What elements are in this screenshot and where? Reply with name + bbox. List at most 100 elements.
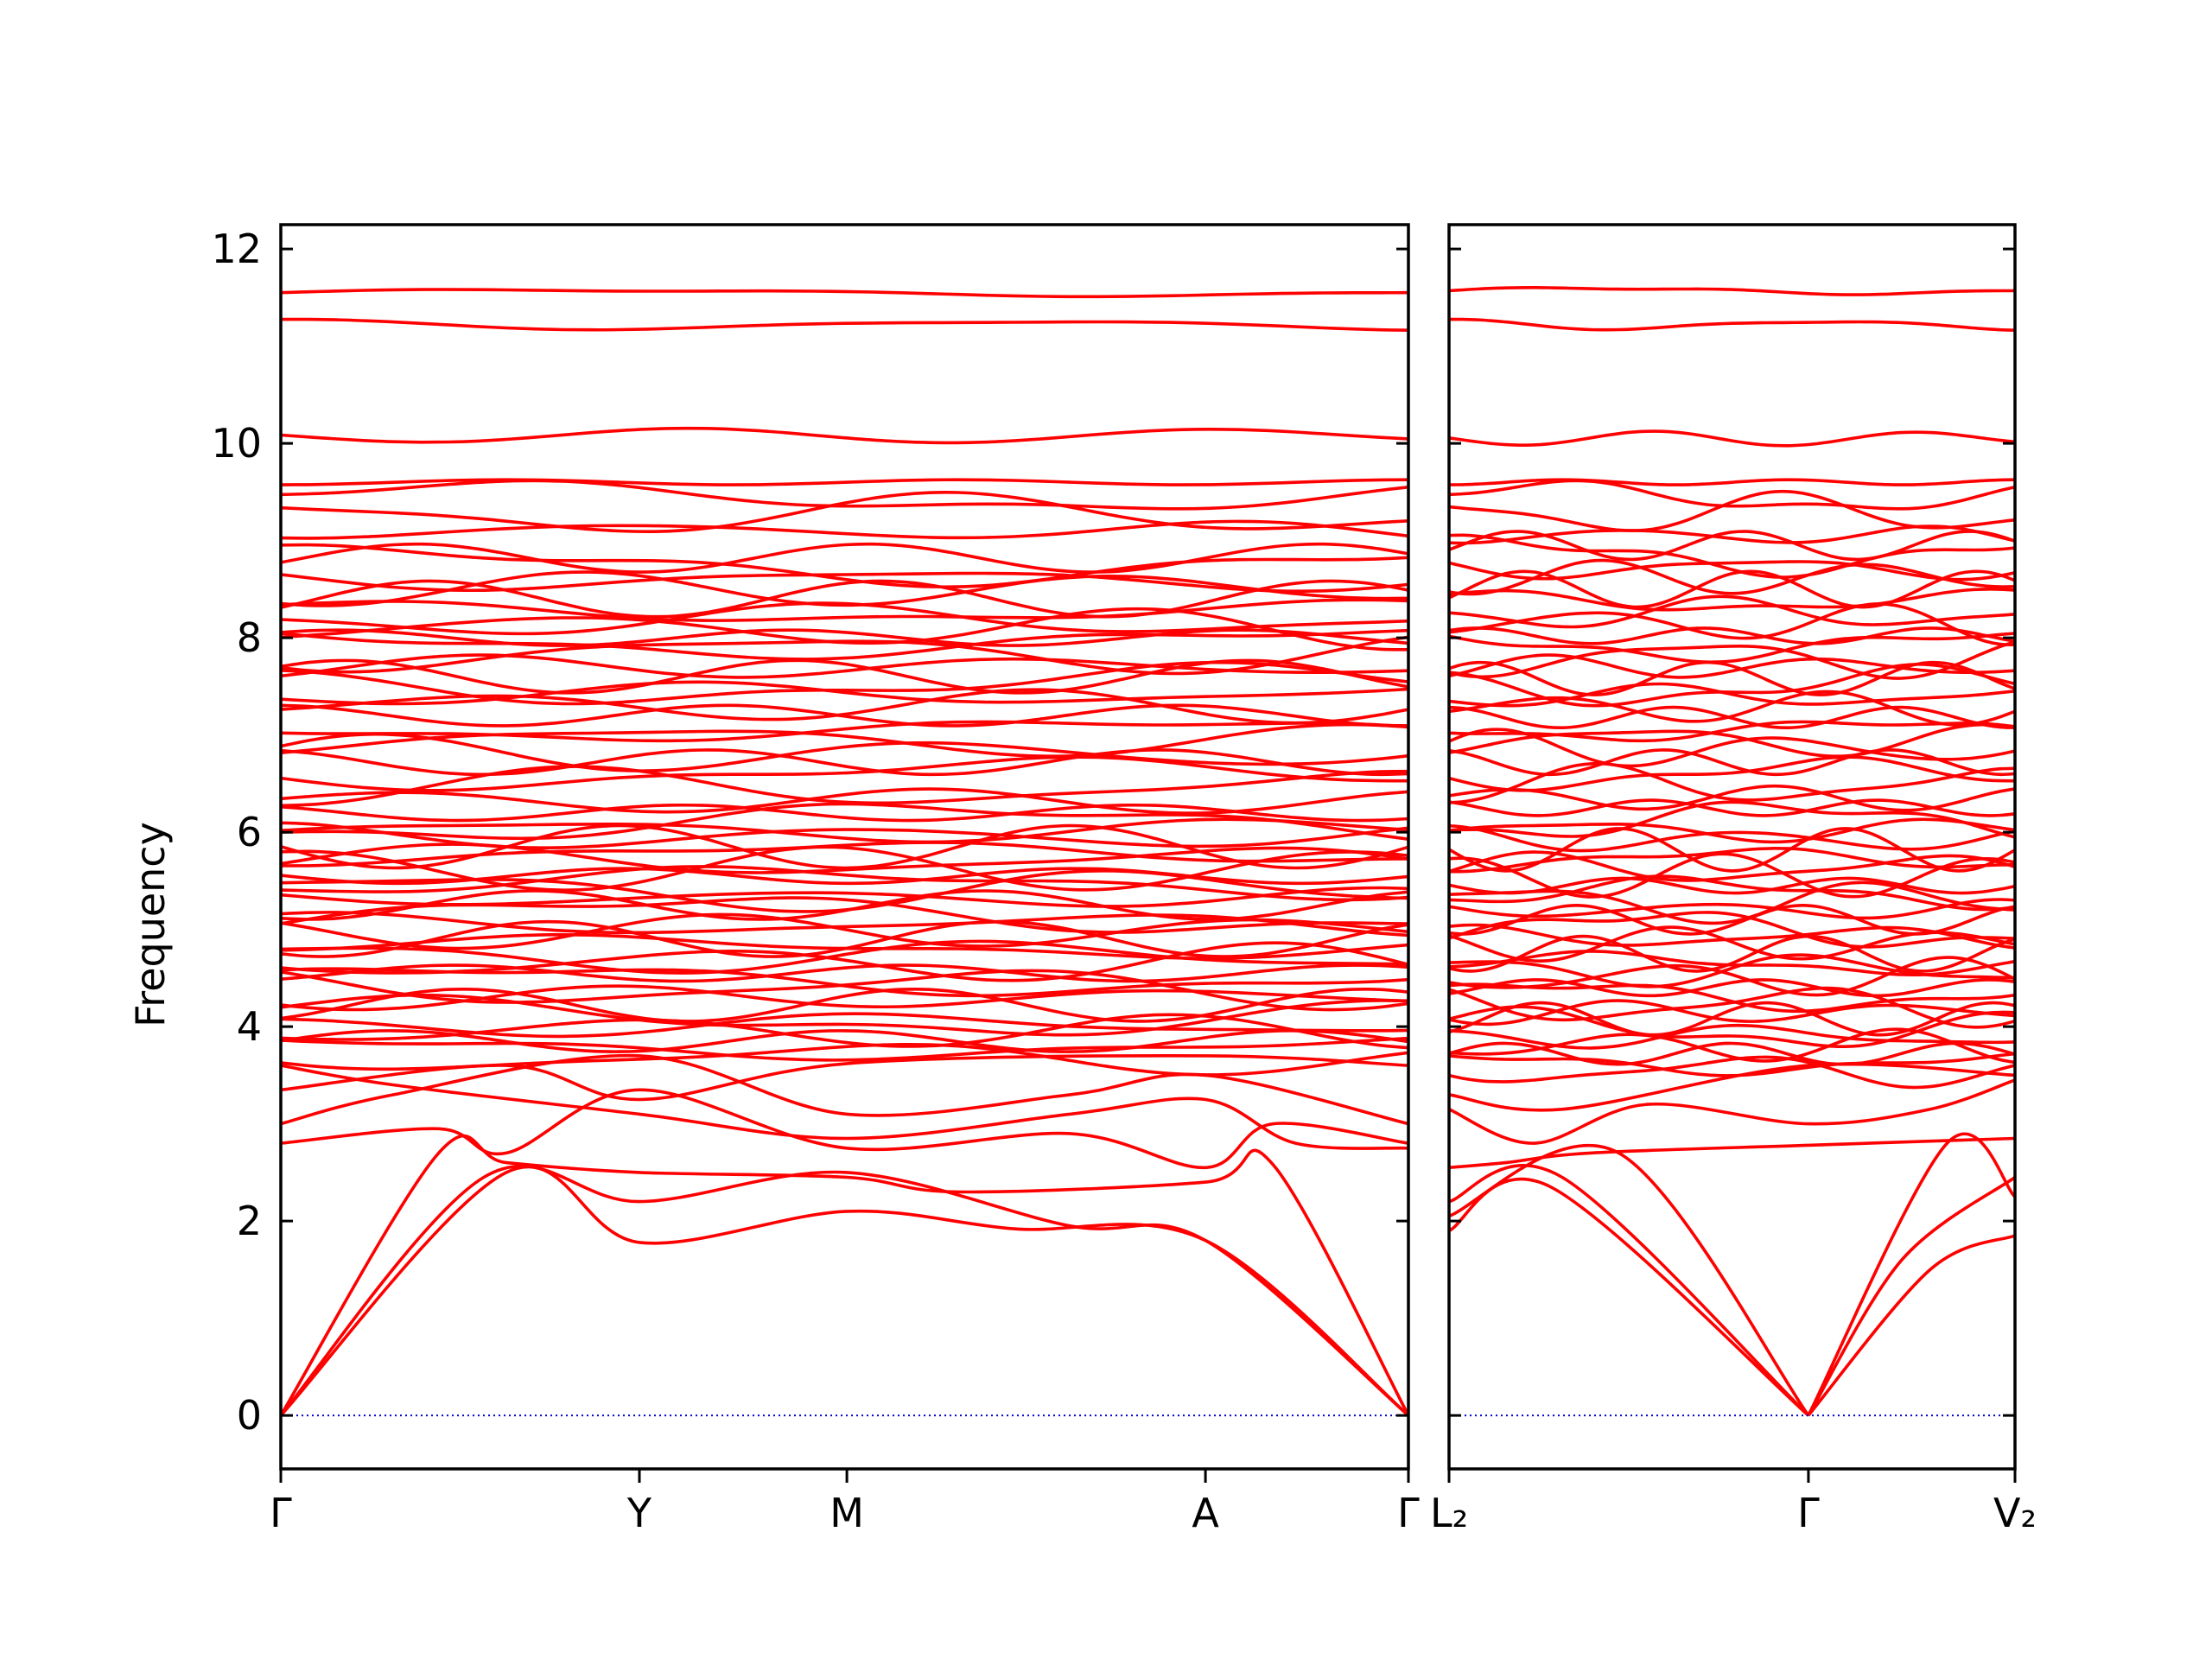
band-line (1449, 1023, 2015, 1050)
band-line (1449, 479, 2015, 511)
acoustic-band-line (1807, 1132, 2015, 1416)
band-line (281, 628, 1408, 661)
band-line (1449, 978, 2015, 998)
band-line (1449, 728, 2015, 768)
band-line (281, 542, 1408, 574)
band-line (1449, 817, 2015, 844)
band-line (281, 817, 1408, 844)
band-line (1449, 956, 2015, 997)
band-line (1449, 986, 2015, 1029)
y-tick-label: 8 (237, 614, 262, 661)
band-line (1449, 784, 2015, 812)
k-point-label: M (830, 1490, 864, 1536)
band-line (1449, 925, 2015, 963)
band-line (1449, 653, 2015, 679)
band-line (281, 865, 1408, 902)
band-line (281, 722, 1408, 759)
band-line (1449, 569, 2015, 609)
band-line (1449, 953, 2015, 988)
band-line (1449, 880, 2015, 925)
acoustic-band-line (281, 1088, 1408, 1170)
acoustic-band-line (1449, 1062, 2015, 1112)
band-line (1449, 923, 2015, 950)
acoustic-band-line (1449, 1136, 2015, 1170)
band-line (1449, 720, 2015, 743)
band-line (281, 748, 1408, 777)
y-tick-label: 12 (211, 226, 262, 272)
band-line (1449, 876, 2015, 895)
y-tick-label: 10 (211, 420, 262, 467)
k-point-label: Γ (1397, 1490, 1420, 1536)
acoustic-band-line (1449, 1144, 1810, 1417)
band-line (1449, 874, 2015, 912)
left-panel: 0 2 4 6 8 10 12 Γ Y M A Γ (211, 223, 1420, 1536)
band-line (281, 1029, 1408, 1053)
band-line (281, 911, 1408, 938)
band-line (1449, 560, 2015, 582)
band-line (281, 732, 1408, 772)
band-line (281, 317, 1408, 332)
band-line (281, 988, 1408, 1023)
band-line (281, 841, 1408, 868)
band-line (281, 703, 1408, 728)
band-line (281, 787, 1408, 815)
band-line (281, 896, 1408, 934)
band-line (1449, 478, 2015, 486)
band-line (281, 688, 1408, 725)
band-line (281, 939, 1408, 975)
acoustic-band-line (1449, 1078, 2015, 1145)
band-line (1449, 722, 2015, 759)
band-line (1449, 850, 2015, 882)
band-line (281, 1036, 1408, 1062)
band-line (281, 288, 1408, 299)
band-line (1449, 755, 2015, 792)
k-point-label: Γ (270, 1490, 292, 1536)
k-point-label: Y (626, 1490, 652, 1536)
band-line (281, 963, 1408, 983)
band-line (1449, 317, 2015, 332)
band-line (1449, 705, 2015, 730)
band-line (1449, 798, 2015, 817)
band-line (281, 1013, 1408, 1050)
k-point-label: A (1192, 1490, 1219, 1536)
band-line (1449, 640, 2015, 680)
band-line (281, 571, 1408, 594)
band-line (1449, 999, 2015, 1027)
acoustic-band-line (281, 1165, 1408, 1417)
band-line (281, 823, 1408, 870)
band-line (281, 912, 1408, 950)
right-panel: L₂ Γ V₂ (1430, 223, 2037, 1536)
band-line (1449, 898, 2015, 920)
band-line (1449, 530, 2015, 562)
band-line (281, 658, 1408, 695)
band-line (281, 479, 1408, 511)
band-line (281, 478, 1408, 486)
band-lines (281, 288, 1408, 1417)
band-line (1449, 588, 2015, 612)
band-line (1449, 800, 2015, 839)
acoustic-band-line (1807, 1234, 2015, 1417)
band-line (1449, 852, 2015, 899)
plot-frame (279, 223, 1410, 1471)
band-line (281, 720, 1408, 743)
band-line (281, 765, 1408, 808)
band-line (281, 653, 1408, 679)
band-line (1449, 594, 2015, 629)
band-lines (1449, 285, 2015, 1417)
band-line (1449, 285, 2015, 296)
band-line (1449, 1001, 2015, 1037)
k-point-label: L₂ (1430, 1490, 1468, 1536)
band-line (281, 579, 1408, 619)
y-tick-label: 2 (237, 1198, 262, 1244)
band-line (281, 984, 1408, 1012)
band-line (1449, 429, 2015, 448)
acoustic-band-line (281, 1134, 1408, 1417)
k-point-label: Γ (1797, 1490, 1820, 1536)
acoustic-band-line (1807, 1176, 2015, 1417)
band-line (281, 802, 1408, 841)
band-line (281, 932, 1408, 960)
acoustic-band-line (281, 1064, 1408, 1150)
acoustic-band-line (1449, 1164, 1810, 1417)
band-line (1449, 823, 2015, 853)
